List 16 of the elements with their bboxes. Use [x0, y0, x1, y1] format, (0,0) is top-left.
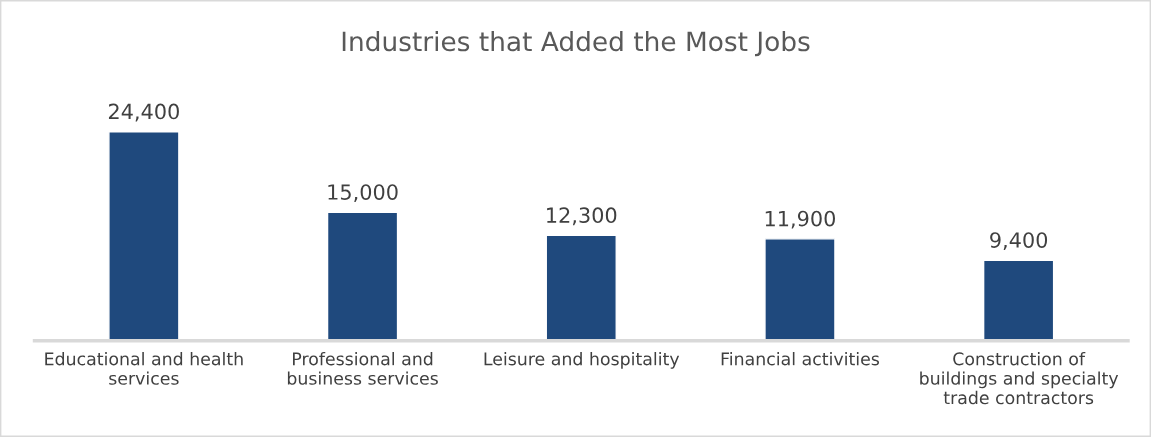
data-label: 15,000	[328, 184, 398, 203]
bar	[108, 131, 180, 341]
x-tick-label: Leisure and hospitality	[484, 351, 680, 369]
data-label: 9,400	[990, 232, 1048, 251]
bar	[764, 238, 836, 341]
data-label: 24,400	[108, 103, 179, 122]
bar	[326, 211, 399, 341]
x-tick-label: Educational and health services	[45, 351, 243, 385]
data-label: 12,300	[547, 207, 617, 226]
chart-title: Industries that Added the Most Jobs	[342, 30, 810, 57]
data-label: 11,900	[765, 210, 836, 229]
x-tick-label: Professional and business services	[287, 351, 438, 385]
bar	[545, 234, 617, 341]
x-tick-label: Financial activities	[721, 351, 880, 366]
x-tick-label: Construction of buildings and specialty trade contractors	[920, 351, 1119, 405]
bar	[982, 259, 1055, 341]
